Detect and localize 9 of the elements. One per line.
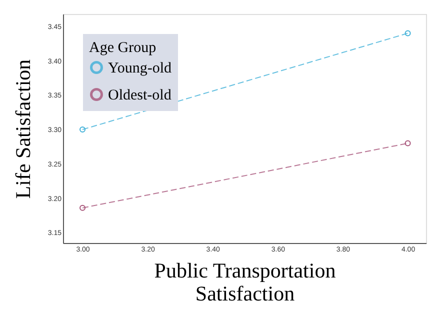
legend-label: Oldest-old bbox=[108, 88, 172, 104]
x-axis-title: Public Transportation Satisfaction bbox=[154, 258, 336, 306]
point bbox=[80, 204, 86, 211]
point bbox=[80, 126, 86, 133]
point bbox=[404, 30, 411, 36]
legend-title: Age Group bbox=[89, 40, 156, 56]
point bbox=[404, 140, 411, 146]
legend-label: Young-old bbox=[108, 60, 172, 76]
y-axis-title: Life Satisfaction bbox=[10, 58, 35, 199]
